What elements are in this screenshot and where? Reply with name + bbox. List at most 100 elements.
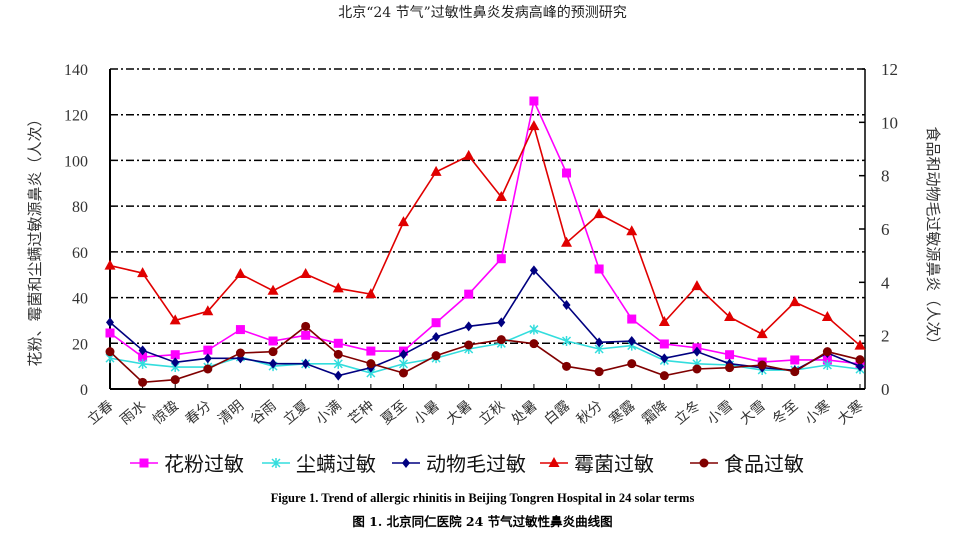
y-left-tick-label: 120	[64, 108, 88, 125]
legend-marker	[699, 458, 709, 468]
y-left-tick-label: 80	[72, 199, 88, 216]
data-point	[267, 284, 279, 295]
x-tick-label: 立夏	[280, 398, 312, 428]
data-point	[138, 352, 148, 362]
legend-label: 霉菌过敏	[574, 452, 654, 476]
data-point	[398, 358, 409, 369]
data-point	[105, 347, 115, 357]
data-point	[497, 317, 506, 328]
y-right-tick-label: 4	[881, 273, 890, 292]
data-point	[137, 267, 149, 278]
data-point	[203, 364, 213, 374]
data-point	[430, 165, 442, 176]
data-point	[562, 361, 572, 371]
x-tick-label: 白露	[541, 398, 573, 428]
data-point	[822, 347, 832, 357]
data-point	[138, 345, 147, 356]
y-right-tick-label: 8	[881, 167, 890, 186]
x-tick-label: 寒露	[606, 397, 638, 428]
data-point	[659, 371, 669, 381]
data-point	[724, 311, 736, 321]
data-point	[170, 350, 180, 360]
y-right-tick-label: 2	[881, 327, 890, 346]
data-point	[234, 268, 246, 279]
x-tick-label: 小满	[313, 398, 345, 428]
figure-caption-zh: 图 1. 北京同仁医院 24 节气过敏性鼻炎曲线图	[352, 514, 613, 529]
data-point	[464, 289, 474, 299]
data-point	[529, 324, 539, 335]
y-right-tick-label: 10	[881, 113, 898, 132]
data-point	[333, 349, 343, 359]
y-right-tick-label: 12	[881, 60, 898, 79]
data-point	[268, 336, 278, 346]
y-left-tick-label: 0	[80, 382, 88, 399]
data-point	[301, 358, 310, 369]
data-point	[562, 168, 572, 178]
data-point	[692, 346, 701, 357]
data-point	[626, 225, 638, 236]
legend-label: 食品过敏	[724, 452, 804, 476]
data-point	[495, 191, 507, 201]
data-point	[529, 265, 538, 276]
data-point	[529, 339, 539, 349]
y-left-tick-label: 20	[72, 336, 88, 353]
line-chart: 020406080100120140024681012立春 雨水 惊蛰 春分 清明 谷雨立…	[26, 60, 942, 476]
data-point	[822, 355, 832, 365]
data-point	[496, 254, 506, 264]
x-tick-label: 大雪	[737, 398, 769, 428]
data-point	[756, 328, 768, 339]
x-tick-label: 夏至	[378, 398, 410, 428]
data-point	[627, 359, 637, 369]
data-point	[203, 345, 213, 355]
data-point	[105, 328, 115, 338]
x-tick-label: 雨水	[117, 398, 149, 428]
data-point	[561, 236, 573, 247]
data-point	[790, 367, 800, 377]
y-left-tick-label: 60	[72, 245, 88, 262]
data-point	[169, 314, 181, 325]
y-right-tick-label: 0	[881, 380, 890, 399]
data-point	[593, 208, 605, 219]
data-point	[594, 264, 604, 274]
x-tick-label: 芒种	[346, 398, 378, 428]
x-tick-label: 立春	[85, 398, 117, 428]
data-point	[432, 332, 441, 342]
data-point	[366, 359, 376, 369]
data-point	[366, 346, 376, 356]
x-tick-label: 谷雨	[248, 398, 280, 428]
data-point	[725, 363, 735, 373]
x-tick-label: 冬至	[770, 398, 802, 428]
data-point	[464, 340, 474, 350]
x-tick-label: 秋分	[574, 398, 606, 428]
legend-label: 花粉过敏	[164, 452, 244, 476]
data-point	[595, 337, 604, 348]
legend-marker	[402, 458, 410, 468]
data-point	[235, 348, 245, 358]
data-point	[691, 280, 703, 291]
data-point	[138, 377, 148, 387]
data-point	[529, 96, 539, 106]
data-point	[333, 338, 343, 348]
data-point	[725, 350, 735, 360]
x-tick-label: 小雪	[704, 398, 736, 428]
data-point	[463, 149, 475, 160]
data-point	[789, 296, 801, 307]
data-point	[496, 335, 506, 345]
data-point	[660, 353, 669, 364]
x-tick-label: 清明	[215, 398, 247, 428]
data-point	[561, 336, 572, 346]
data-point	[757, 360, 767, 370]
x-tick-label: 大寒	[834, 397, 866, 428]
series-line-0	[109, 98, 861, 365]
data-point	[398, 368, 408, 378]
data-point	[104, 259, 116, 270]
data-point	[855, 355, 865, 365]
data-point	[562, 300, 571, 310]
data-point	[332, 282, 344, 293]
data-point	[431, 318, 441, 328]
data-point	[397, 216, 409, 227]
data-point	[333, 358, 343, 369]
data-point	[528, 120, 540, 131]
series-line-4	[109, 325, 861, 384]
x-tick-label: 小寒	[802, 397, 834, 428]
